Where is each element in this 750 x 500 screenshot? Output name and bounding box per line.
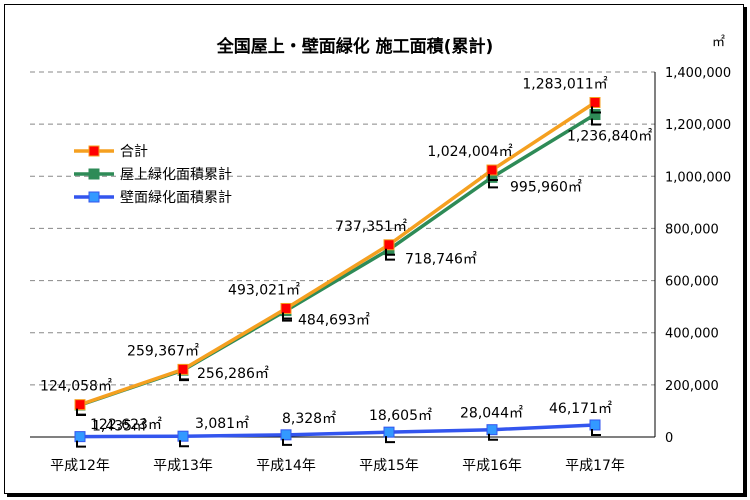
data-label: 737,351㎡	[335, 219, 407, 235]
x-axis-categories: 平成12年 平成13年 平成14年 平成15年 平成16年 平成17年	[50, 458, 625, 474]
data-label-leader	[282, 314, 292, 322]
data-point-marker	[589, 419, 601, 431]
series-line	[79, 101, 596, 407]
data-label: 122,623㎡	[90, 417, 162, 433]
data-label: 995,960㎡	[510, 179, 582, 195]
data-label-leader	[591, 106, 601, 114]
series-line	[79, 113, 596, 407]
x-category-label: 平成13年	[153, 458, 213, 474]
data-point-marker	[383, 239, 395, 251]
data-label-leader	[488, 174, 498, 182]
series-line	[79, 423, 596, 439]
data-label: 493,021㎡	[228, 282, 300, 298]
data-label-leader	[488, 433, 498, 441]
data-label: 3,081㎡	[195, 416, 249, 432]
data-label: 1,236,840㎡	[567, 129, 652, 145]
data-label-leader	[591, 428, 601, 436]
data-point-marker	[74, 431, 86, 443]
data-point-marker	[177, 363, 189, 375]
data-label-leader	[282, 438, 292, 446]
x-category-label: 平成16年	[462, 458, 522, 474]
data-label: 1,435㎡	[92, 419, 146, 435]
y-axis-ticks: 0 200,000 400,000 600,000 800,000 1,000,000 1,…	[665, 66, 731, 446]
gridlines	[30, 71, 656, 438]
x-category-label: 平成12年	[50, 458, 110, 474]
chart-frame	[4, 4, 744, 494]
y-tick-label: 0	[665, 431, 673, 446]
legend-swatch-marker	[88, 191, 100, 203]
legend-entry-label: 壁面緑化面積累計	[120, 190, 232, 206]
y-tick-label: 1,400,000	[665, 66, 731, 81]
data-label-leader	[385, 436, 395, 444]
legend-entry-label: 屋上緑化面積累計	[120, 167, 232, 183]
data-label: 28,044㎡	[460, 406, 523, 422]
data-label-leader	[591, 118, 601, 126]
data-label: 259,367㎡	[127, 343, 199, 359]
x-category-label: 平成14年	[256, 458, 316, 474]
data-label: 8,328㎡	[282, 411, 336, 427]
legend-swatch-marker	[88, 145, 100, 157]
data-label: 256,286㎡	[197, 366, 269, 382]
x-category-label: 平成17年	[565, 458, 625, 474]
y-tick-label: 400,000	[665, 327, 719, 342]
data-point-marker	[177, 430, 189, 442]
data-label-leader	[179, 440, 189, 448]
data-label: 1,283,011㎡	[522, 77, 607, 93]
data-point-marker	[486, 424, 498, 436]
data-label-leader	[76, 409, 86, 417]
unit-label: ㎡	[712, 35, 725, 50]
y-tick-label: 1,200,000	[665, 118, 731, 133]
y-tick-label: 1,000,000	[665, 170, 731, 185]
chart-title: 全国屋上・壁面緑化 施工面積(累計)	[216, 36, 493, 57]
data-label: 124,058㎡	[40, 379, 112, 395]
data-label-leader	[76, 440, 86, 448]
data-label: 1,024,004㎡	[427, 144, 512, 160]
data-label-leader	[488, 181, 498, 189]
data-label-leader	[179, 374, 189, 382]
y-tick-label: 600,000	[665, 275, 719, 290]
y-tick-label: 800,000	[665, 222, 719, 237]
data-point-marker	[486, 164, 498, 176]
legend-swatch-marker	[88, 168, 100, 180]
data-point-marker	[589, 109, 601, 121]
data-labels-group: 124,058㎡ 259,367㎡ 493,021㎡ 737,351㎡ 1,024,00…	[40, 77, 652, 448]
data-point-marker	[589, 97, 601, 109]
data-label: 484,693㎡	[298, 313, 370, 329]
legend-entry-label: 合計	[120, 144, 148, 160]
data-label: 718,746㎡	[405, 252, 477, 268]
data-point-marker	[383, 426, 395, 438]
data-point-marker	[280, 302, 292, 314]
x-category-label: 平成15年	[359, 458, 419, 474]
y-tick-label: 200,000	[665, 379, 719, 394]
data-point-marker	[280, 429, 292, 441]
series-group	[74, 97, 601, 443]
data-label: 46,171㎡	[549, 401, 612, 417]
data-label-leader	[385, 253, 395, 261]
data-label: 18,605㎡	[369, 408, 432, 424]
data-point-marker	[74, 399, 86, 411]
